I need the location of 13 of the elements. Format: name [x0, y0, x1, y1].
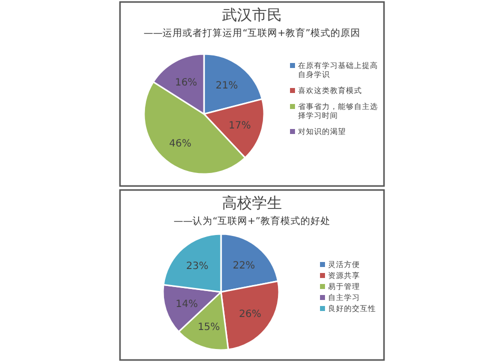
data-label: 15%	[198, 322, 220, 333]
data-label: 23%	[186, 261, 208, 272]
chart-title: 武汉市民	[222, 6, 282, 24]
chart-subtitle: ——认为“互联网+”教育模式的好处	[174, 215, 330, 227]
data-label: 21%	[216, 80, 238, 92]
chart-subtitle: ——运用或者打算运用“互联网+教育”模式的原因	[144, 27, 360, 39]
data-label: 16%	[174, 77, 198, 88]
data-label: 14%	[176, 299, 198, 310]
data-label: 22%	[232, 260, 256, 272]
data-label: 17%	[228, 120, 251, 132]
data-label: 46%	[169, 138, 192, 150]
chart-title: 高校学生	[222, 194, 282, 212]
data-label: 26%	[238, 309, 262, 320]
